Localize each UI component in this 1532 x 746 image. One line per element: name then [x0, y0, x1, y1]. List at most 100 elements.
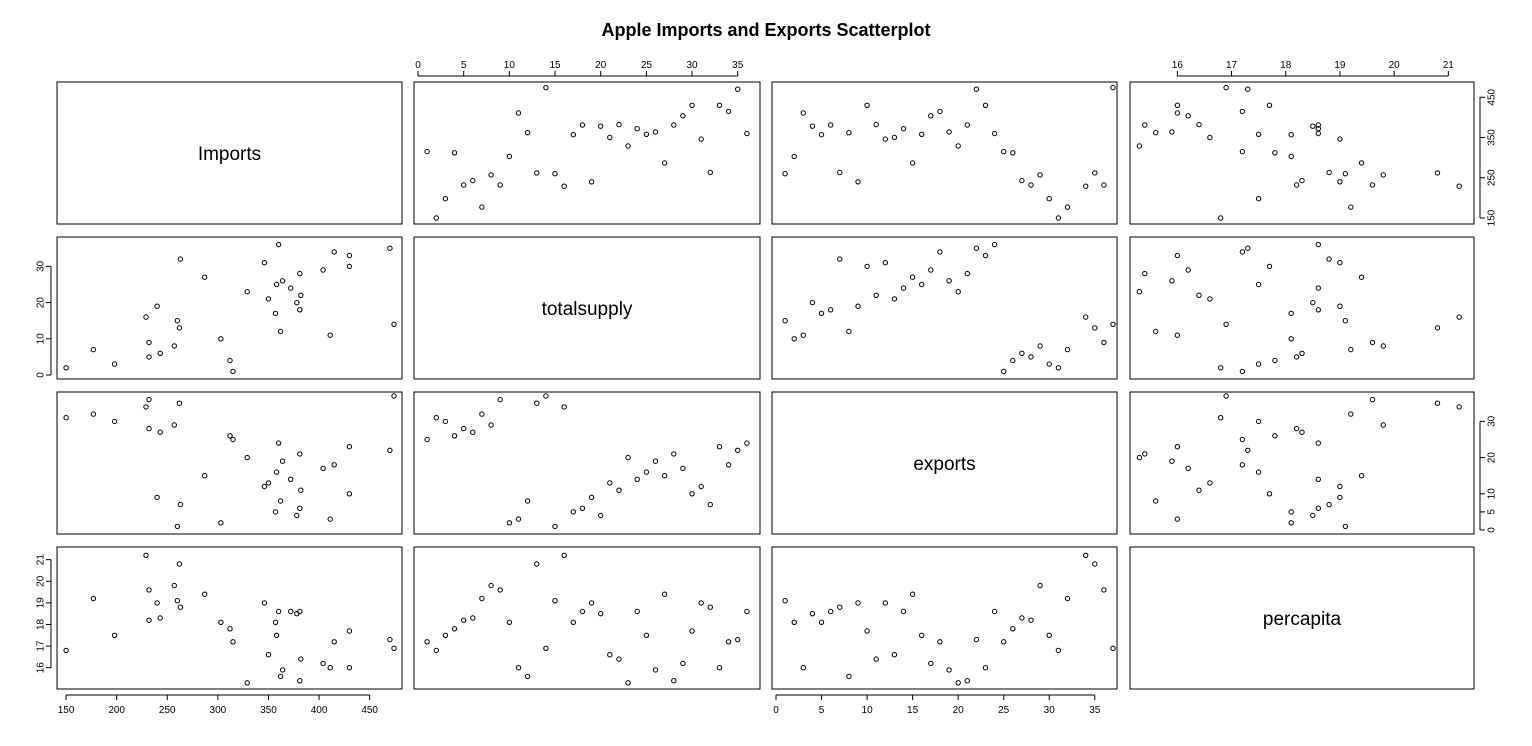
- tick-label: 16: [36, 662, 47, 674]
- data-point: [1245, 245, 1251, 251]
- data-point: [1142, 270, 1148, 277]
- data-point: [146, 354, 152, 360]
- data-point: [227, 357, 233, 364]
- data-point: [1185, 113, 1191, 119]
- variable-label-totalsupply: totalsupply: [542, 299, 633, 320]
- data-point: [143, 552, 149, 558]
- tick-label: 21: [36, 554, 47, 566]
- data-point: [900, 126, 907, 132]
- data-point: [424, 436, 430, 443]
- data-point: [598, 123, 604, 129]
- data-point: [818, 132, 825, 138]
- data-point: [1337, 483, 1343, 490]
- data-point: [451, 150, 458, 156]
- data-point: [488, 172, 494, 178]
- tick-label: 17: [36, 640, 47, 652]
- data-point: [261, 483, 268, 490]
- data-point: [346, 263, 353, 270]
- tick-label: 18: [1280, 60, 1292, 71]
- data-point: [279, 278, 286, 284]
- data-point: [1196, 292, 1202, 298]
- data-point: [982, 102, 989, 109]
- data-point: [1326, 501, 1332, 508]
- data-point: [261, 600, 268, 606]
- data-point: [735, 636, 741, 643]
- data-point: [1142, 451, 1148, 457]
- panel-Imports-vs-Imports: Imports: [56, 81, 403, 225]
- data-point: [273, 632, 280, 638]
- data-point: [1019, 177, 1025, 184]
- data-point: [1055, 215, 1062, 221]
- data-point: [1456, 314, 1462, 320]
- data-point: [652, 129, 659, 135]
- data-point: [661, 591, 668, 597]
- data-point: [171, 422, 178, 428]
- data-point: [1266, 102, 1273, 109]
- data-point: [1083, 552, 1089, 558]
- data-point: [827, 307, 834, 313]
- data-point: [534, 170, 540, 176]
- data-point: [470, 615, 476, 621]
- data-point: [297, 270, 303, 277]
- data-point: [1064, 346, 1071, 353]
- tick-label: 10: [36, 333, 47, 345]
- data-point: [1288, 153, 1294, 160]
- data-point: [1266, 491, 1273, 497]
- tick-label: 19: [36, 597, 47, 609]
- data-point: [1255, 196, 1262, 202]
- tick-label: 5: [461, 60, 467, 71]
- data-point: [891, 134, 898, 141]
- data-point: [1028, 182, 1034, 188]
- data-point: [488, 422, 494, 428]
- data-point: [63, 365, 69, 371]
- panel-totalsupply-vs-exports: [771, 236, 1118, 380]
- tick-label: 0: [1487, 527, 1498, 533]
- data-point: [288, 285, 294, 291]
- panel-frame: [56, 236, 403, 380]
- data-point: [111, 418, 118, 425]
- data-point: [346, 628, 353, 634]
- data-point: [146, 396, 152, 403]
- data-point: [873, 292, 879, 298]
- data-point: [800, 110, 806, 116]
- data-point: [809, 123, 816, 129]
- data-point: [177, 501, 184, 508]
- panel-frame: [1129, 391, 1475, 535]
- data-point: [1266, 263, 1273, 270]
- data-point: [227, 433, 233, 439]
- data-point: [1055, 365, 1062, 371]
- data-point: [955, 680, 961, 686]
- data-point: [864, 263, 870, 270]
- data-point: [543, 393, 549, 399]
- data-point: [346, 491, 353, 497]
- data-point: [327, 516, 333, 522]
- data-point: [782, 318, 788, 324]
- data-point: [154, 600, 160, 606]
- data-point: [698, 600, 704, 606]
- data-point: [1174, 110, 1181, 116]
- data-point: [1272, 433, 1278, 439]
- data-point: [320, 660, 326, 667]
- data-point: [1326, 256, 1332, 262]
- data-point: [882, 260, 888, 266]
- data-point: [279, 667, 286, 673]
- data-point: [964, 122, 970, 128]
- data-point: [982, 252, 989, 259]
- data-point: [782, 171, 788, 177]
- panel-frame: [56, 546, 403, 690]
- data-point: [451, 626, 458, 632]
- data-point: [725, 639, 732, 645]
- data-point: [1337, 179, 1343, 185]
- data-point: [864, 102, 870, 109]
- data-point: [506, 619, 513, 625]
- data-point: [331, 462, 337, 468]
- panel-totalsupply-vs-Imports: [56, 236, 403, 380]
- data-point: [1136, 143, 1143, 149]
- data-point: [294, 299, 300, 306]
- tick-label: 450: [361, 705, 378, 716]
- data-point: [661, 160, 668, 166]
- data-point: [643, 131, 650, 138]
- tick-label: 150: [58, 705, 75, 716]
- data-point: [146, 617, 152, 623]
- data-point: [1110, 321, 1116, 327]
